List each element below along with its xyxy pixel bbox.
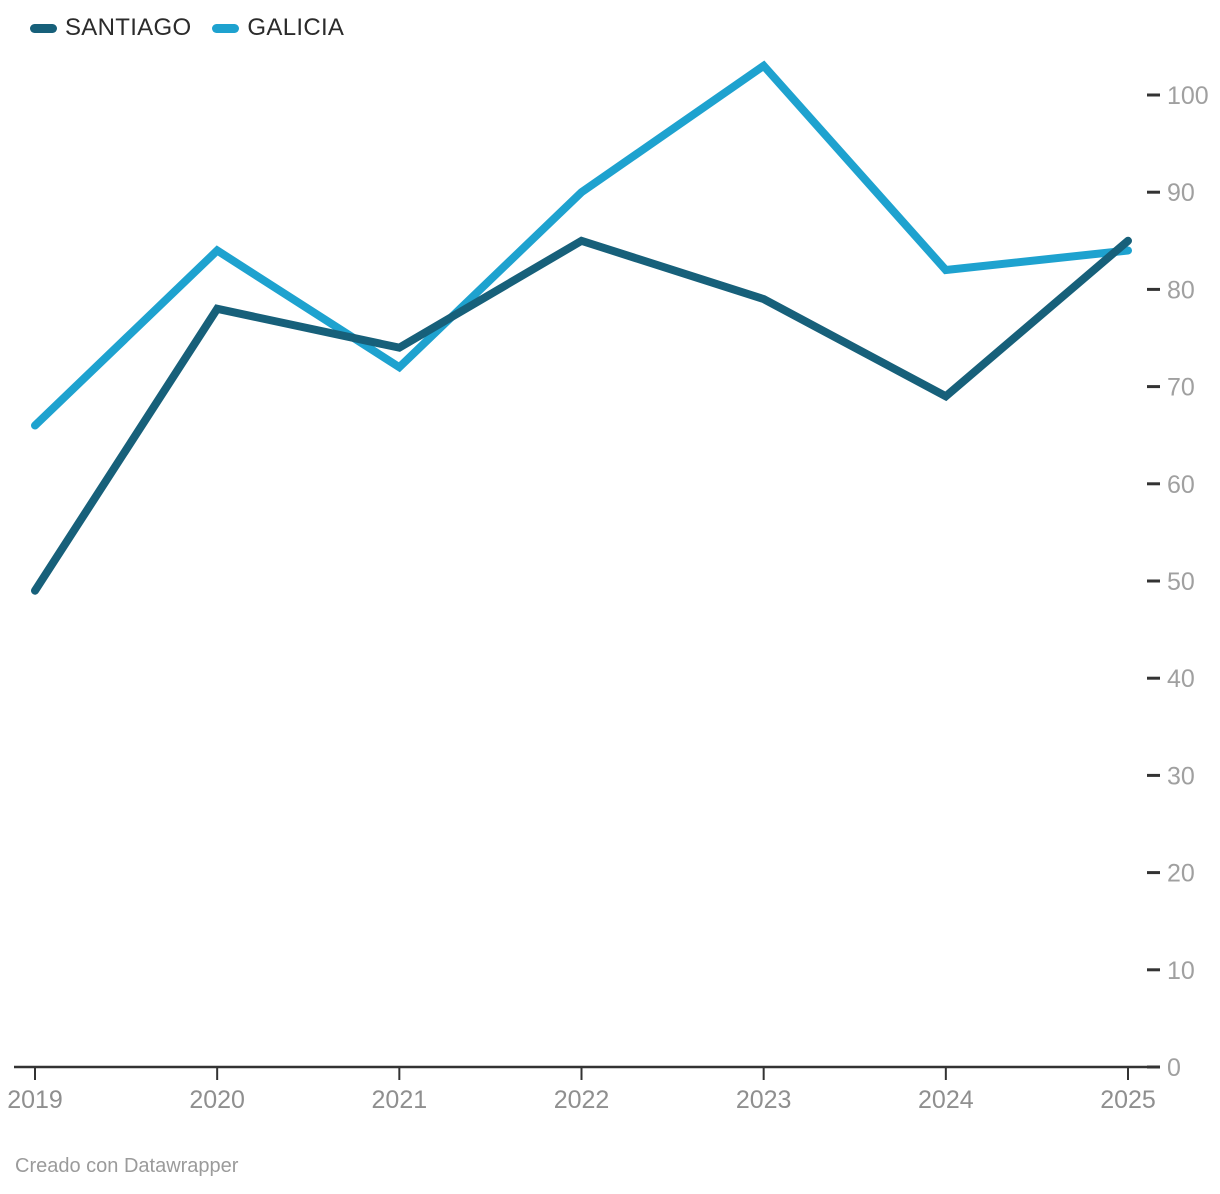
- y-tick-label: 40: [1167, 665, 1195, 693]
- line-chart: 2019 2020 2021 2022 2023 2024 2025 0 10 20 30 40 50 6…: [7, 60, 1209, 1114]
- legend-label-galicia: GALICIA: [247, 14, 345, 41]
- y-tick-label: 20: [1167, 860, 1195, 888]
- y-tick-label: 70: [1167, 374, 1195, 402]
- y-tick-label: 0: [1167, 1054, 1181, 1082]
- legend-item-galicia: GALICIA: [212, 16, 344, 40]
- y-tick-label: 30: [1167, 762, 1195, 790]
- line-galicia: [31, 60, 1132, 430]
- y-tick-label: 60: [1167, 471, 1195, 499]
- x-tick-label: 2022: [554, 1086, 610, 1114]
- x-tick-label: 2021: [372, 1086, 428, 1114]
- x-tick-label: 2019: [7, 1086, 63, 1114]
- attribution: Creado con Datawrapper: [15, 1155, 238, 1178]
- x-tick-label: 2023: [736, 1086, 792, 1114]
- y-tick-label: 100: [1167, 82, 1209, 110]
- x-tick-label: 2024: [918, 1086, 974, 1114]
- legend-label-santiago: SANTIAGO: [65, 14, 192, 41]
- legend-swatch-galicia: [212, 23, 240, 33]
- y-tick-label: 50: [1167, 568, 1195, 596]
- legend-item-santiago: SANTIAGO: [30, 16, 191, 40]
- y-tick-label: 10: [1167, 957, 1195, 985]
- legend: SANTIAGO GALICIA: [30, 16, 344, 40]
- line-santiago: [31, 236, 1132, 595]
- attribution-link[interactable]: Creado con Datawrapper: [15, 1155, 239, 1177]
- x-tick-label: 2020: [189, 1086, 245, 1114]
- y-tick-label: 90: [1167, 179, 1195, 207]
- y-tick-label: 80: [1167, 276, 1195, 304]
- legend-swatch-santiago: [30, 23, 57, 33]
- x-tick-label: 2025: [1100, 1086, 1156, 1114]
